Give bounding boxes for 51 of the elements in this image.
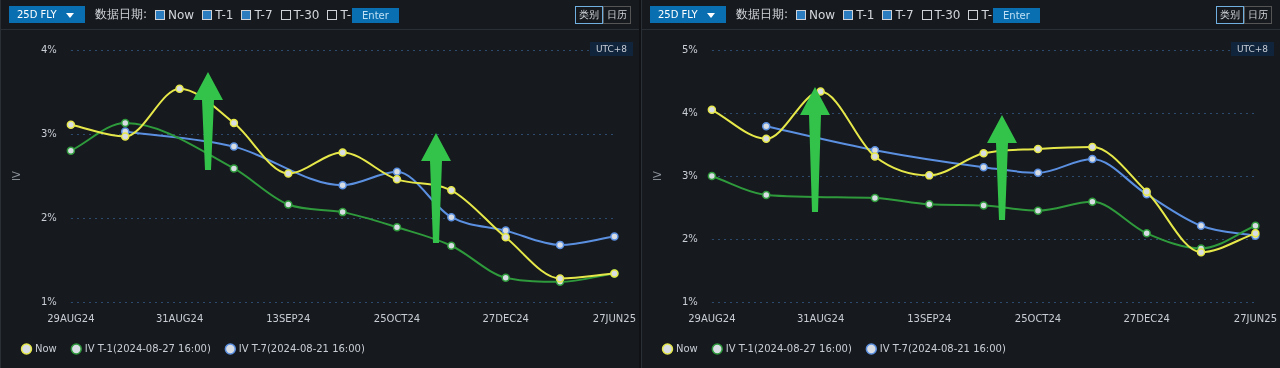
y-axis-title: IV <box>651 170 663 181</box>
x-tick-label: 27JUN25 <box>1233 312 1277 324</box>
legend-label: IV T-7(2024-08-21 16:00) <box>879 342 1006 354</box>
text: Enter <box>351 7 399 23</box>
y-tick-label: 2% <box>40 211 57 223</box>
y-tick-label: 2% <box>681 232 698 244</box>
legend-label: Now <box>676 342 698 354</box>
text: T-7 <box>253 7 273 22</box>
x-tick-label: 13SEP24 <box>266 312 311 324</box>
text: 类别 <box>1216 5 1244 24</box>
annotation: UTC+8 <box>589 42 633 56</box>
legend-label: IV T-1(2024-08-27 16:00) <box>725 342 852 354</box>
y-axis-title: IV <box>10 170 22 181</box>
text: Enter <box>992 7 1040 23</box>
x-tick-label: 25OCT24 <box>373 312 421 324</box>
text: T-30 <box>933 7 961 22</box>
text: 25D FLY <box>9 6 85 23</box>
x-tick-label: 25OCT24 <box>1014 312 1062 324</box>
text: T-30 <box>292 7 320 22</box>
y-tick-label: 4% <box>681 106 698 118</box>
x-tick-label: 27JUN25 <box>592 312 636 324</box>
legend-label: IV T-1(2024-08-27 16:00) <box>84 342 211 354</box>
x-tick-label: 27DEC24 <box>1123 312 1170 324</box>
text: Now <box>167 7 195 22</box>
y-tick-label: 4% <box>40 43 57 55</box>
x-tick-label: 27DEC24 <box>482 312 529 324</box>
annotation: UTC+8 <box>1230 42 1274 56</box>
x-tick-label: 13SEP24 <box>907 312 952 324</box>
y-tick-label: 3% <box>40 127 57 139</box>
text: 日历 <box>603 5 631 24</box>
text: T-1 <box>214 7 234 22</box>
x-tick-label: 31AUG24 <box>796 312 845 324</box>
text: 数据日期: <box>736 6 789 23</box>
text: T- <box>340 7 351 22</box>
x-tick-label: 29AUG24 <box>688 312 736 324</box>
text: T-7 <box>894 7 914 22</box>
legend-label: IV T-7(2024-08-21 16:00) <box>238 342 365 354</box>
x-tick-label: 29AUG24 <box>47 312 95 324</box>
text: T- <box>981 7 992 22</box>
text: Now <box>808 7 836 22</box>
x-tick-label: 31AUG24 <box>155 312 204 324</box>
text: 数据日期: <box>95 6 148 23</box>
text: 日历 <box>1244 5 1272 24</box>
legend-label: Now <box>35 342 57 354</box>
y-tick-label: 5% <box>681 43 698 55</box>
y-tick-label: 1% <box>40 295 57 307</box>
text: T-1 <box>855 7 875 22</box>
y-tick-label: 1% <box>681 295 698 307</box>
y-tick-label: 3% <box>681 169 698 181</box>
text: 25D FLY <box>650 6 726 23</box>
text: 类别 <box>575 5 603 24</box>
